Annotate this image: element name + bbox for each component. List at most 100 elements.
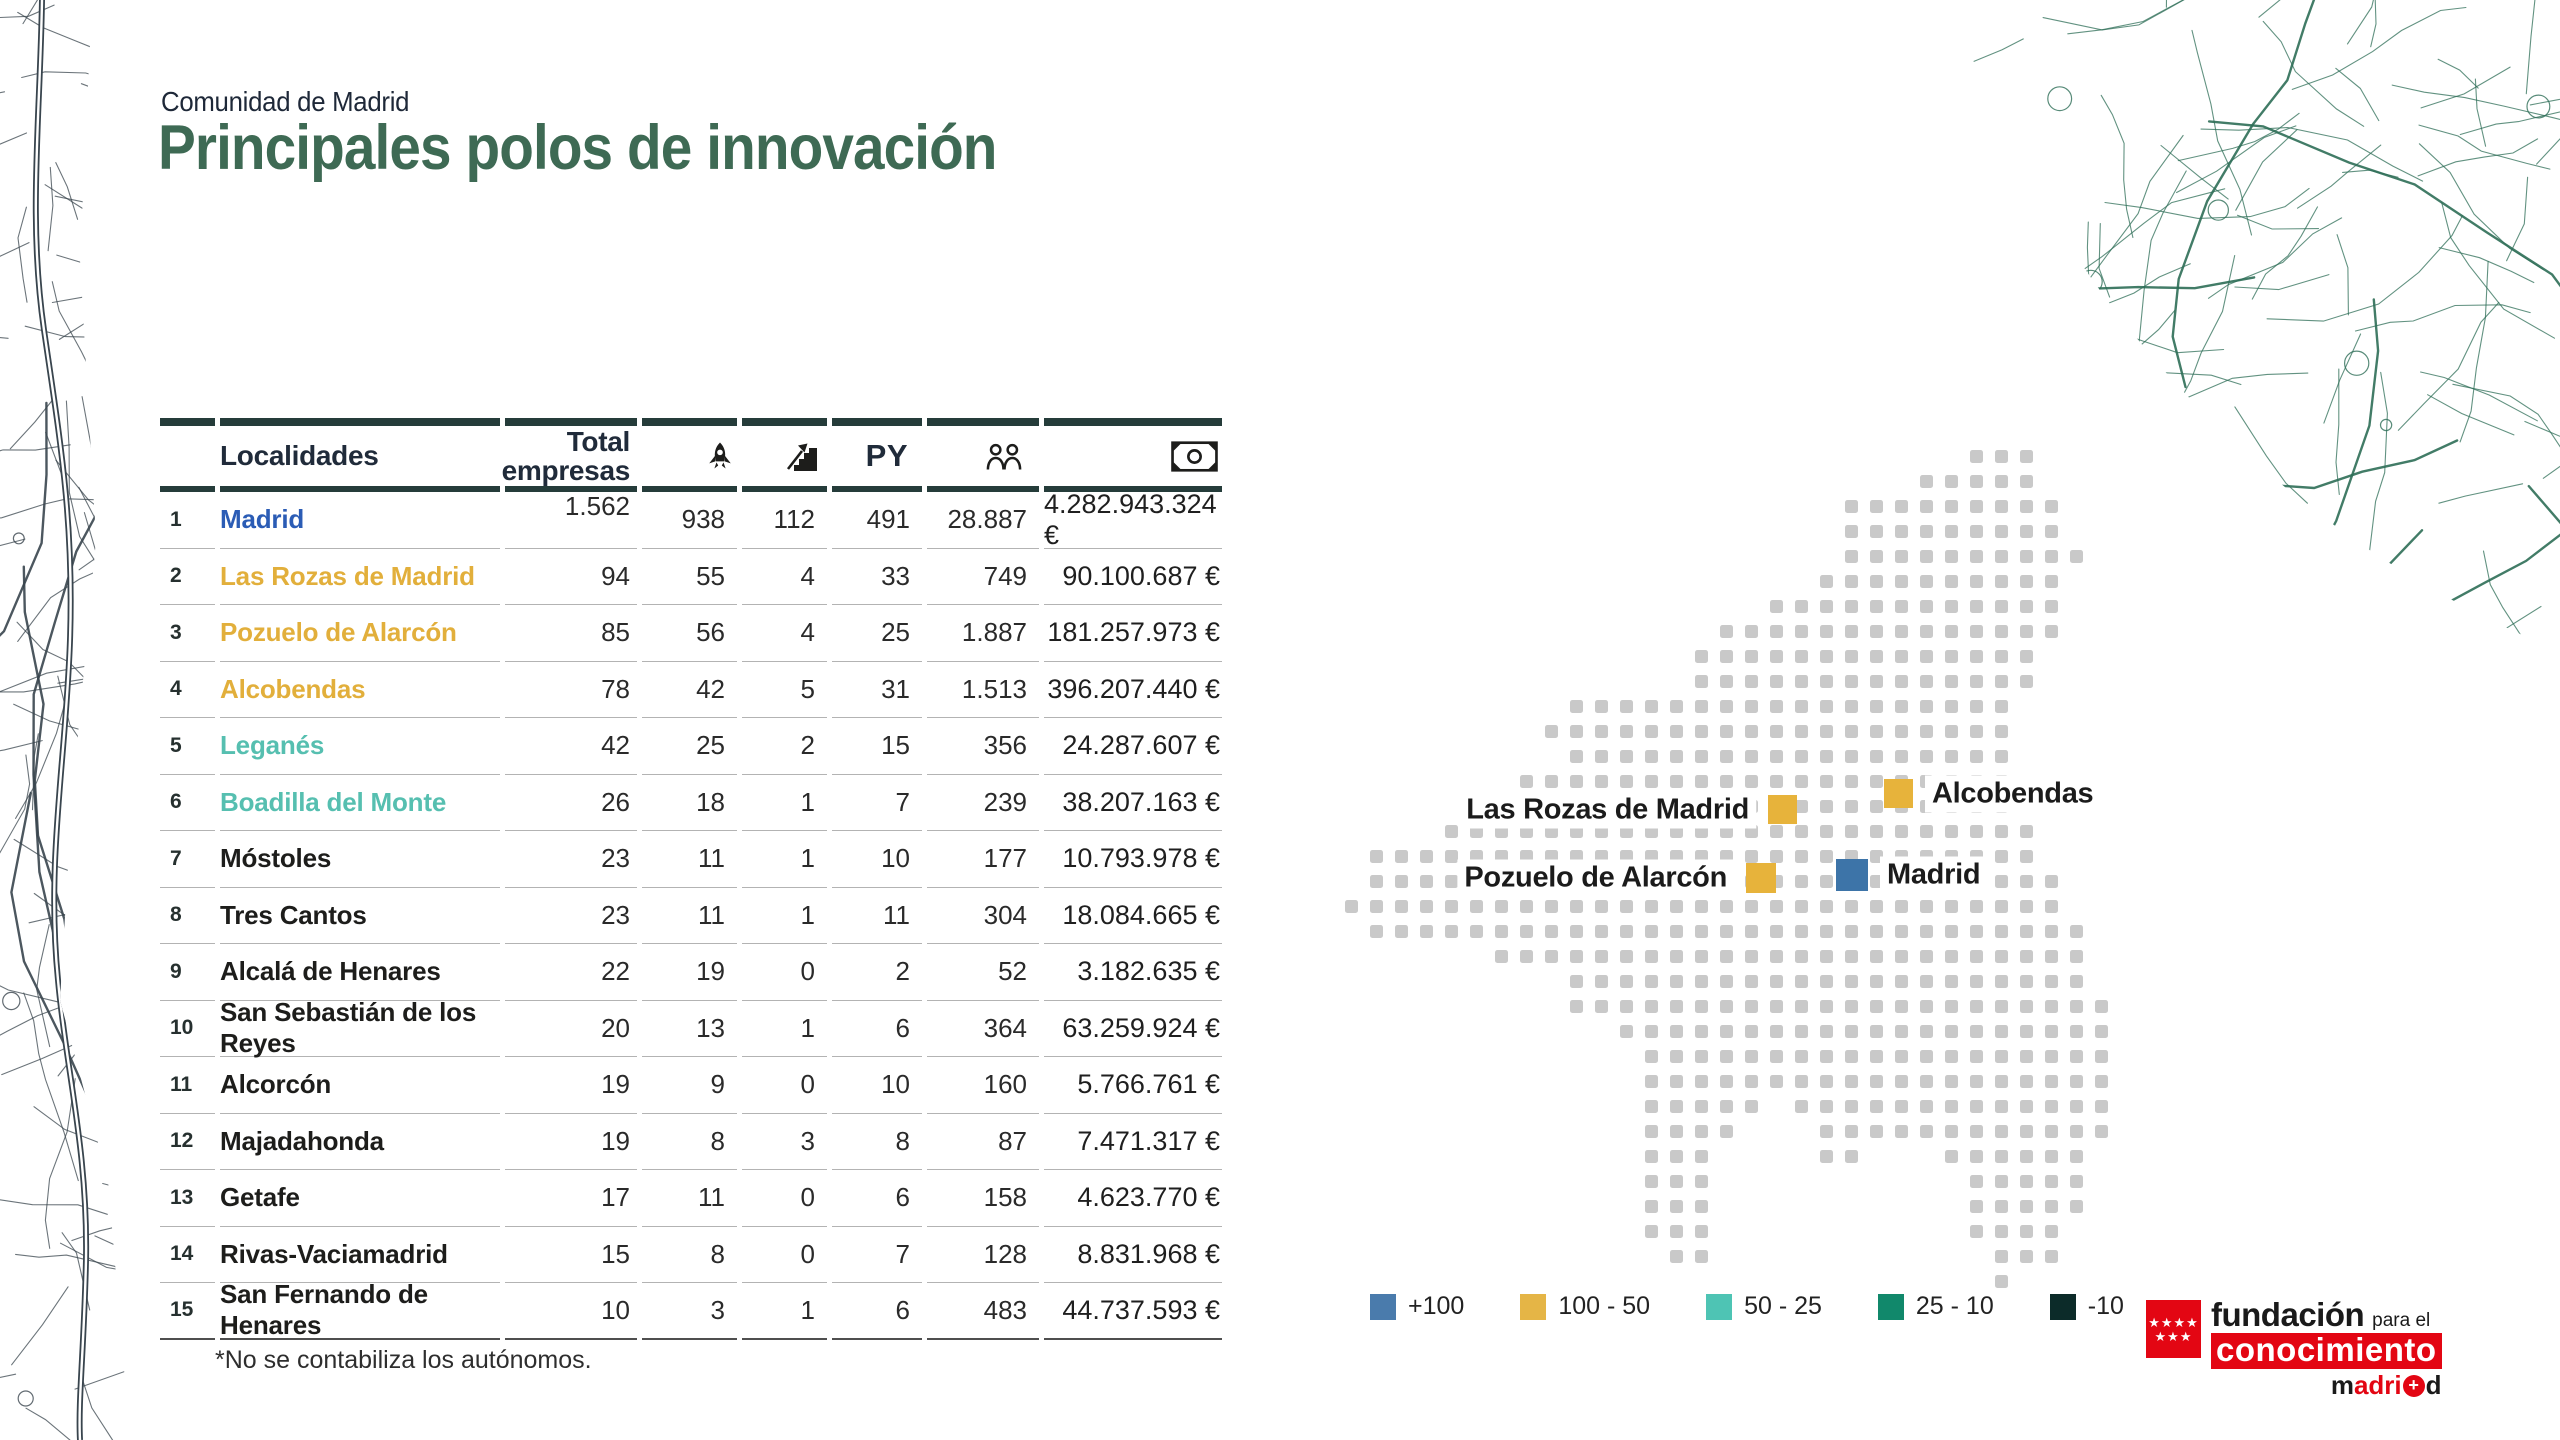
investment-value: 18.084.665 € xyxy=(1044,888,1222,944)
fundacion-madrid-logo: ★★★★ ★★★ fundación para el conocimiento … xyxy=(2146,1298,2442,1401)
row-rank: 5 xyxy=(160,718,215,775)
people-col-value: 52 xyxy=(927,944,1039,1001)
py-col-value: 8 xyxy=(832,1114,922,1170)
localities-column-header: Localidades xyxy=(220,440,379,471)
investment-value: 4.623.770 € xyxy=(1044,1170,1222,1227)
py-col-value: 33 xyxy=(832,549,922,605)
rocket-column-header xyxy=(642,426,737,486)
growth-col-value: 5 xyxy=(742,662,827,718)
logo-word-para-el: para el xyxy=(2372,1310,2431,1331)
people-col-value: 364 xyxy=(927,1001,1039,1057)
row-rank: 2 xyxy=(160,549,215,605)
locality-name: Las Rozas de Madrid xyxy=(220,549,500,605)
locality-name: Tres Cantos xyxy=(220,888,500,944)
banknote-icon xyxy=(1171,440,1218,472)
py-col-value: 2 xyxy=(832,944,922,1001)
growth-col-value: 4 xyxy=(742,549,827,605)
investment-value: 63.259.924 € xyxy=(1044,1001,1222,1057)
py-col-value: 10 xyxy=(832,831,922,888)
locality-name: San Sebastián de los Reyes xyxy=(220,997,500,1058)
growth-col-value: 0 xyxy=(742,1057,827,1114)
locality-name: Pozuelo de Alarcón xyxy=(220,605,500,662)
header-underline-segment xyxy=(642,486,737,492)
investment-value: 10.793.978 € xyxy=(1044,831,1222,888)
locality-name: Getafe xyxy=(220,1170,500,1227)
footnote: *No se contabiliza los autónomos. xyxy=(215,1346,592,1374)
investment-value: 7.471.317 € xyxy=(1044,1114,1222,1170)
growth-stairs-icon xyxy=(786,443,817,471)
py-col-value: 7 xyxy=(832,775,922,831)
legend-swatch xyxy=(1520,1293,1547,1320)
growth-col-value: 3 xyxy=(742,1114,827,1170)
street-map-decoration-left xyxy=(0,0,130,1440)
people-col-value: 28.887 xyxy=(927,492,1039,549)
people-col-value: 1.513 xyxy=(927,662,1039,718)
rocket-col-value: 42 xyxy=(642,662,737,718)
py-col-value: 10 xyxy=(832,1057,922,1114)
legend-item: +100 xyxy=(1370,1292,1464,1321)
people-column-header xyxy=(927,426,1039,486)
rocket-col-value: 9 xyxy=(642,1057,737,1114)
investment-value: 90.100.687 € xyxy=(1044,549,1222,605)
legend-label: -10 xyxy=(2087,1292,2124,1320)
rocket-col-value: 938 xyxy=(642,492,737,549)
locality-name: Madrid xyxy=(220,492,500,549)
total-empresas-value: 17 xyxy=(505,1170,637,1227)
growth-col-value: 1 xyxy=(742,1283,827,1340)
map-legend: +100 100 - 50 50 - 25 25 - 10 -10 xyxy=(1370,1292,2124,1321)
py-col-value: 491 xyxy=(832,492,922,549)
row-rank: 6 xyxy=(160,775,215,831)
total-empresas-value: 10 xyxy=(505,1283,637,1340)
header-underline-segment xyxy=(742,486,827,492)
growth-column-header xyxy=(742,426,827,486)
py-column-header: PY xyxy=(865,438,908,473)
total-empresas-value: 23 xyxy=(505,831,637,888)
total-empresas-value: 19 xyxy=(505,1057,637,1114)
legend-label: 25 - 10 xyxy=(1915,1292,1994,1320)
legend-swatch xyxy=(1706,1293,1733,1320)
py-col-value: 6 xyxy=(832,1001,922,1057)
locality-name: Leganés xyxy=(220,718,500,775)
row-rank: 8 xyxy=(160,888,215,944)
legend-item: 100 - 50 xyxy=(1520,1292,1650,1321)
rocket-col-value: 25 xyxy=(642,718,737,775)
map-marker-label: Pozuelo de Alarcón xyxy=(1457,859,1734,897)
legend-label: +100 xyxy=(1408,1292,1465,1320)
investment-value: 5.766.761 € xyxy=(1044,1057,1222,1114)
investment-value: 44.737.593 € xyxy=(1044,1283,1222,1340)
row-rank: 7 xyxy=(160,831,215,888)
page-title: Principales polos de innovación xyxy=(158,113,997,183)
growth-col-value: 0 xyxy=(742,1227,827,1283)
header-underline-segment xyxy=(220,486,500,492)
logo-word-conocimiento: conocimiento xyxy=(2211,1333,2442,1369)
row-rank: 14 xyxy=(160,1227,215,1283)
map-marker-las_rozas xyxy=(1768,795,1797,824)
legend-item: 25 - 10 xyxy=(1877,1292,1994,1321)
rocket-col-value: 3 xyxy=(642,1283,737,1340)
total-empresas-value: 94 xyxy=(505,549,637,605)
header-underline-segment xyxy=(505,486,637,492)
rocket-col-value: 8 xyxy=(642,1227,737,1283)
row-rank: 3 xyxy=(160,605,215,662)
people-col-value: 158 xyxy=(927,1170,1039,1227)
rocket-col-value: 8 xyxy=(642,1114,737,1170)
total-empresas-value: 85 xyxy=(505,605,637,662)
table-top-border-segment xyxy=(927,418,1039,426)
locality-name: Alcorcón xyxy=(220,1057,500,1114)
total-empresas-value: 15 xyxy=(505,1227,637,1283)
total-empresas-column-header: Total empresas xyxy=(501,425,631,486)
people-col-value: 239 xyxy=(927,775,1039,831)
py-col-value: 6 xyxy=(832,1170,922,1227)
py-col-value: 7 xyxy=(832,1227,922,1283)
investment-value: 24.287.607 € xyxy=(1044,718,1222,775)
total-empresas-value: 20 xyxy=(505,1001,637,1057)
total-empresas-value: 1.562 xyxy=(505,491,637,549)
people-col-value: 749 xyxy=(927,549,1039,605)
locality-name: Alcalá de Henares xyxy=(220,944,500,1001)
rocket-col-value: 11 xyxy=(642,888,737,944)
row-rank: 12 xyxy=(160,1114,215,1170)
py-col-value: 15 xyxy=(832,718,922,775)
row-rank: 1 xyxy=(160,492,215,549)
legend-label: 50 - 25 xyxy=(1744,1292,1822,1320)
